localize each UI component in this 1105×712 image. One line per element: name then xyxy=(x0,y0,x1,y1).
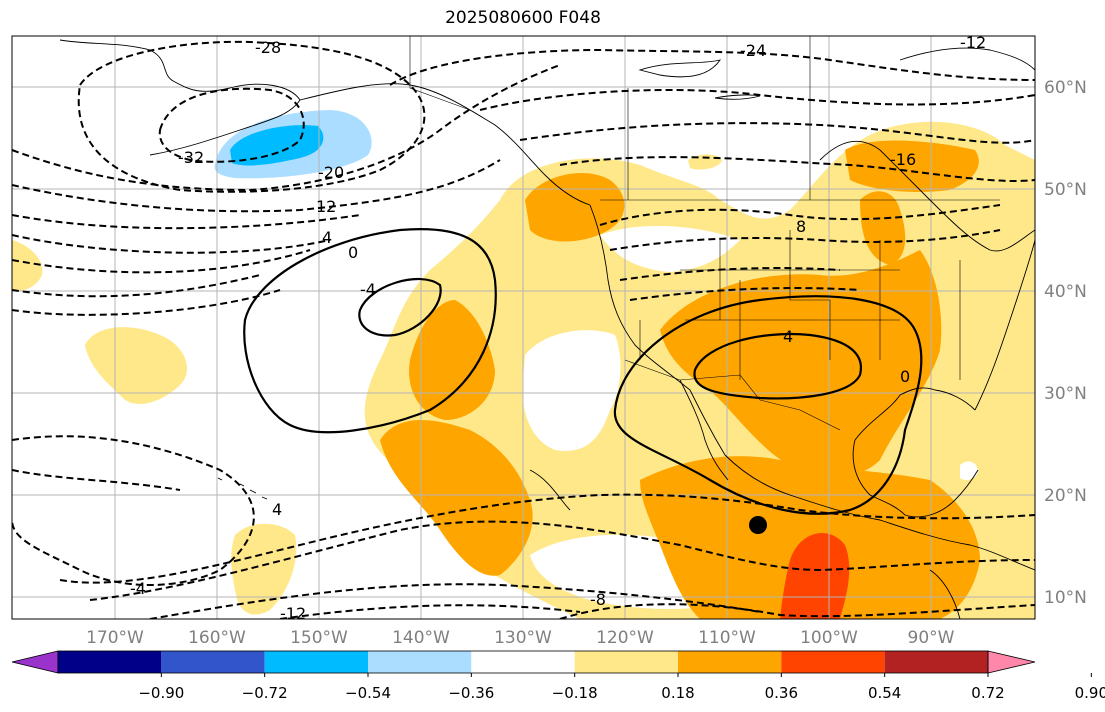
solid-contours xyxy=(243,228,923,515)
lon-tick-label: 130°W xyxy=(494,628,552,648)
lat-tick-label: 20°N xyxy=(1044,486,1087,506)
contour-label: -12 xyxy=(960,33,986,52)
lat-tick-label: 30°N xyxy=(1044,384,1087,404)
lon-tick-label: 100°W xyxy=(800,628,858,648)
lat-tick-labels: 60°N 50°N 40°N 30°N 20°N 10°N xyxy=(1044,78,1087,608)
lat-tick-label: 50°N xyxy=(1044,180,1087,200)
contour-label: -12 xyxy=(280,604,306,623)
contour-label: 4 xyxy=(783,327,793,346)
lon-tick-label: 150°W xyxy=(290,628,348,648)
contour-label: -32 xyxy=(178,148,204,167)
contour-labels: -28 -24 -32 -20 -12 -16 12 4 0 -4 4 8 0 … xyxy=(130,33,986,623)
shade-orange-pacific xyxy=(380,420,533,576)
shade-orange-midwest xyxy=(860,191,906,265)
contour-label: -8 xyxy=(590,590,606,609)
lon-tick-label: 110°W xyxy=(698,628,756,648)
shade-white-gulf xyxy=(960,461,978,480)
contour-label: -20 xyxy=(318,163,344,182)
lon-tick-label: 120°W xyxy=(596,628,654,648)
lon-tick-labels: 170°W 160°W 150°W 140°W 130°W 120°W 110°… xyxy=(86,628,955,648)
shade-yellow-hawaii-south xyxy=(231,523,297,615)
gridlines xyxy=(12,36,1035,619)
shade-yellow-left-edge xyxy=(12,240,43,291)
lon-tick-label: 90°W xyxy=(908,628,955,648)
political-borders xyxy=(409,36,1000,431)
contour-label: -24 xyxy=(740,41,766,60)
lat-tick-label: 60°N xyxy=(1044,78,1087,98)
shade-orange-west xyxy=(409,300,495,420)
shade-orange-north xyxy=(525,172,625,242)
shade-yellow-pacific-small xyxy=(85,327,188,405)
lon-tick-label: 140°W xyxy=(392,628,450,648)
contour-label: 0 xyxy=(900,367,910,386)
contour-label: -4 xyxy=(360,280,376,299)
shade-orange-canada xyxy=(845,140,979,192)
location-marker xyxy=(749,516,767,534)
contour-label: 12 xyxy=(316,197,336,216)
lon-tick-label: 160°W xyxy=(188,628,246,648)
contour-label: 0 xyxy=(348,243,358,262)
contour-label: 4 xyxy=(272,500,282,519)
lon-tick-label: 170°W xyxy=(86,628,144,648)
map-title: 2025080600 F048 xyxy=(445,8,601,28)
contour-label: 8 xyxy=(796,217,806,236)
contour-label: -28 xyxy=(255,38,281,57)
contour-label: 4 xyxy=(322,228,332,247)
lat-tick-label: 10°N xyxy=(1044,588,1087,608)
contour-label: -16 xyxy=(890,150,916,169)
shade-white-hole-2 xyxy=(600,225,740,272)
shade-blue xyxy=(230,125,324,166)
lat-tick-label: 40°N xyxy=(1044,282,1087,302)
map-frame xyxy=(11,35,1036,620)
dashed-contours xyxy=(12,40,1035,619)
shade-white-hole xyxy=(522,330,621,451)
contour-label: -4 xyxy=(130,579,146,598)
